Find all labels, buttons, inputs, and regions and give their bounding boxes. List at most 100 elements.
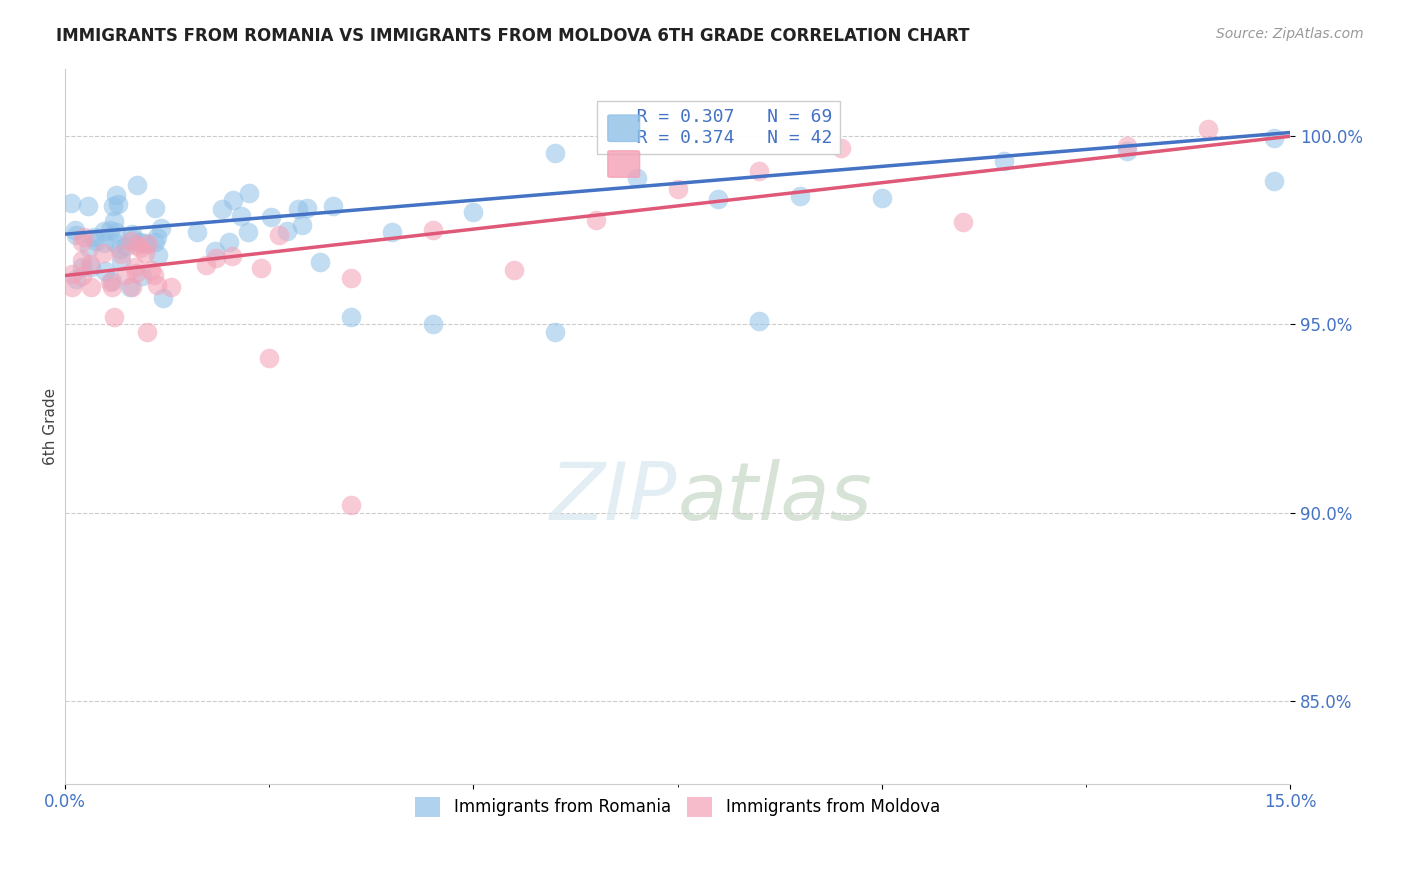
Point (110, 254, 132, 268)
Point (100, 274, 122, 288)
Text: Source: ZipAtlas.com: Source: ZipAtlas.com (1216, 27, 1364, 41)
Point (186, 225, 208, 239)
Point (70, 269, 93, 284)
Point (128, 241, 150, 255)
Point (70, 253, 93, 268)
Point (626, 171, 648, 186)
Point (463, 204, 485, 219)
Point (134, 246, 156, 260)
Point (73, 230, 96, 244)
Point (291, 218, 314, 232)
Point (80, 280, 103, 294)
Point (160, 280, 183, 294)
Point (105, 187, 128, 202)
Point (422, 223, 444, 237)
Y-axis label: 6th Grade: 6th Grade (44, 387, 58, 465)
Point (94, 264, 117, 278)
Point (748, 164, 770, 178)
Point (229, 209, 252, 223)
Point (1115, 145, 1137, 159)
Point (77, 199, 100, 213)
Point (238, 186, 260, 200)
Point (143, 268, 166, 282)
Point (789, 189, 811, 203)
Point (204, 244, 226, 258)
Point (60, 195, 83, 210)
Point (1115, 139, 1137, 153)
Text: atlas: atlas (678, 458, 872, 537)
Text: IMMIGRANTS FROM ROMANIA VS IMMIGRANTS FROM MOLDOVA 6TH GRADE CORRELATION CHART: IMMIGRANTS FROM ROMANIA VS IMMIGRANTS FR… (56, 27, 970, 45)
Point (1198, 121, 1220, 136)
Point (381, 225, 404, 239)
Point (870, 191, 893, 205)
Point (124, 260, 146, 275)
Point (257, 351, 280, 366)
Point (131, 269, 153, 284)
Point (259, 210, 281, 224)
Point (267, 227, 290, 242)
Point (105, 225, 128, 239)
Point (145, 230, 167, 244)
Point (143, 201, 166, 215)
Point (135, 325, 157, 339)
Point (993, 154, 1015, 169)
Point (221, 249, 243, 263)
Point (146, 278, 169, 293)
Point (120, 235, 142, 249)
Point (1263, 174, 1285, 188)
Point (194, 258, 217, 272)
Point (100, 276, 122, 290)
Point (309, 255, 332, 269)
Point (124, 266, 146, 280)
Point (72, 235, 94, 249)
Point (143, 235, 166, 249)
Point (205, 251, 228, 265)
Point (150, 221, 173, 235)
Point (422, 318, 444, 332)
Point (114, 268, 136, 282)
Point (830, 140, 852, 154)
Text: ZIP: ZIP (550, 458, 678, 537)
Point (340, 498, 363, 512)
Point (340, 310, 363, 324)
Point (128, 235, 150, 250)
Point (103, 214, 125, 228)
Point (544, 325, 567, 339)
Point (84, 235, 107, 249)
Point (236, 225, 259, 239)
Point (60, 267, 83, 281)
Point (340, 271, 363, 285)
Point (666, 182, 689, 196)
Point (127, 178, 149, 193)
Point (322, 199, 344, 213)
Point (127, 237, 149, 252)
Point (60, 280, 83, 294)
Point (249, 260, 271, 275)
Point (101, 280, 124, 294)
Point (121, 279, 143, 293)
Point (93, 246, 115, 260)
Legend: Immigrants from Romania, Immigrants from Moldova: Immigrants from Romania, Immigrants from… (406, 789, 948, 825)
Point (114, 238, 136, 252)
Point (221, 193, 243, 207)
Point (1263, 131, 1285, 145)
Point (544, 146, 567, 161)
Point (297, 201, 319, 215)
Point (148, 247, 170, 261)
FancyBboxPatch shape (607, 151, 640, 178)
Point (503, 263, 526, 277)
Text: R = 0.307   N = 69
   R = 0.374   N = 42: R = 0.307 N = 69 R = 0.374 N = 42 (605, 108, 832, 146)
Point (101, 198, 124, 212)
Point (748, 314, 770, 328)
Point (83, 230, 105, 244)
Point (276, 224, 298, 238)
Point (65, 272, 87, 286)
Point (108, 243, 131, 257)
Point (122, 232, 145, 246)
Point (136, 236, 159, 251)
Point (218, 235, 240, 250)
Point (104, 235, 127, 250)
Point (98, 222, 121, 236)
Point (65, 228, 87, 243)
Point (121, 227, 143, 241)
